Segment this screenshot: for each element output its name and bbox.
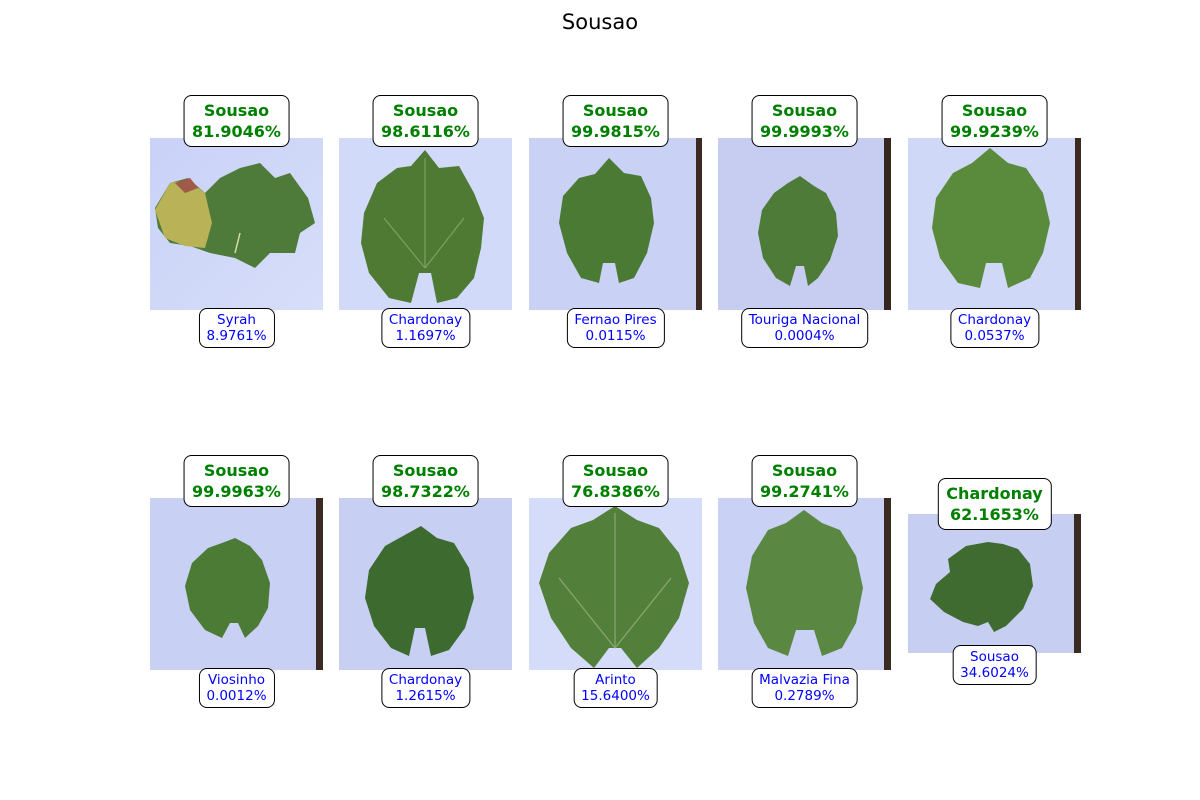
- prediction-class: Sousao: [392, 461, 459, 480]
- true-percent: 15.6400%: [581, 688, 650, 704]
- grape-leaf-icon: [339, 498, 512, 670]
- leaf-photo: [529, 138, 702, 310]
- leaf-photo: [150, 138, 323, 310]
- leaf-cell: Sousao 81.9046% Syrah 8.9761%: [150, 95, 323, 355]
- leaf-photo: [339, 498, 512, 670]
- leaf-cell: Sousao 98.7322% Chardonay 1.2615%: [339, 455, 512, 715]
- prediction-class: Chardonay: [946, 484, 1043, 503]
- prediction-label: Sousao 99.9993%: [751, 95, 858, 147]
- prediction-class: Sousao: [771, 101, 838, 120]
- prediction-label: Sousao 99.9815%: [562, 95, 669, 147]
- grape-leaf-icon: [718, 498, 891, 670]
- grape-leaf-icon: [529, 138, 702, 310]
- leaf-photo: [718, 138, 891, 310]
- prediction-percent: 62.1653%: [950, 505, 1039, 524]
- prediction-label: Sousao 99.2741%: [751, 455, 858, 507]
- prediction-label: Chardonay 62.1653%: [937, 478, 1052, 530]
- grape-leaf-icon: [150, 138, 323, 310]
- prediction-label: Sousao 81.9046%: [183, 95, 290, 147]
- true-percent: 0.0004%: [774, 328, 835, 344]
- true-percent: 0.0115%: [585, 328, 646, 344]
- leaf-photo: [150, 498, 323, 670]
- true-class: Arinto: [595, 672, 636, 688]
- prediction-class: Sousao: [771, 461, 838, 480]
- prediction-class: Sousao: [961, 101, 1028, 120]
- true-class: Chardonay: [388, 312, 463, 328]
- prediction-percent: 99.9963%: [192, 482, 281, 501]
- prediction-percent: 99.2741%: [760, 482, 849, 501]
- grape-leaf-icon: [908, 138, 1081, 310]
- prediction-class: Sousao: [392, 101, 459, 120]
- true-percent: 0.0537%: [964, 328, 1025, 344]
- true-class: Sousao: [970, 649, 1019, 665]
- leaf-cell: Sousao 99.2741% Malvazia Fina 0.2789%: [718, 455, 891, 715]
- grape-leaf-icon: [339, 138, 512, 310]
- grape-leaf-icon: [529, 498, 702, 670]
- prediction-percent: 98.6116%: [381, 122, 470, 141]
- leaf-photo: [339, 138, 512, 310]
- true-percent: 8.9761%: [206, 328, 267, 344]
- prediction-label: Sousao 99.9963%: [183, 455, 290, 507]
- prediction-percent: 99.9993%: [760, 122, 849, 141]
- leaf-photo: [718, 498, 891, 670]
- leaf-cell: Chardonay 62.1653% Sousao 34.6024%: [908, 478, 1081, 718]
- true-class: Fernao Pires: [574, 312, 657, 328]
- true-label: Syrah 8.9761%: [198, 308, 275, 348]
- leaf-photo: [908, 138, 1081, 310]
- prediction-percent: 99.9239%: [950, 122, 1039, 141]
- true-class: Syrah: [217, 312, 256, 328]
- leaf-cell: Sousao 99.9239% Chardonay 0.0537%: [908, 95, 1081, 355]
- true-percent: 1.1697%: [395, 328, 456, 344]
- leaf-photo: [529, 498, 702, 670]
- grape-leaf-icon: [150, 498, 323, 670]
- figure-title: Sousao: [561, 10, 639, 34]
- leaf-cell: Sousao 99.9993% Touriga Nacional 0.0004%: [718, 95, 891, 355]
- true-label: Sousao 34.6024%: [952, 645, 1037, 685]
- true-class: Touriga Nacional: [748, 312, 861, 328]
- prediction-class: Sousao: [582, 461, 649, 480]
- true-label: Malvazia Fina 0.2789%: [751, 668, 858, 708]
- leaf-cell: Sousao 99.9815% Fernao Pires 0.0115%: [529, 95, 702, 355]
- true-class: Chardonay: [388, 672, 463, 688]
- true-percent: 34.6024%: [960, 665, 1029, 681]
- true-label: Viosinho 0.0012%: [198, 668, 275, 708]
- leaf-photo: [908, 514, 1081, 653]
- prediction-percent: 81.9046%: [192, 122, 281, 141]
- leaf-cell: Sousao 98.6116% Chardonay 1.1697%: [339, 95, 512, 355]
- prediction-percent: 99.9815%: [571, 122, 660, 141]
- prediction-label: Sousao 98.7322%: [372, 455, 479, 507]
- true-label: Chardonay 1.2615%: [380, 668, 471, 708]
- true-label: Arinto 15.6400%: [573, 668, 658, 708]
- prediction-class: Sousao: [203, 101, 270, 120]
- true-class: Viosinho: [207, 672, 266, 688]
- grape-leaf-icon: [908, 514, 1081, 653]
- grape-leaf-icon: [718, 138, 891, 310]
- true-percent: 1.2615%: [395, 688, 456, 704]
- prediction-label: Sousao 98.6116%: [372, 95, 479, 147]
- true-label: Chardonay 0.0537%: [949, 308, 1040, 348]
- leaf-cell: Sousao 76.8386% Arinto 15.6400%: [529, 455, 702, 715]
- true-percent: 0.2789%: [774, 688, 835, 704]
- true-label: Touriga Nacional 0.0004%: [740, 308, 869, 348]
- true-label: Fernao Pires 0.0115%: [566, 308, 665, 348]
- prediction-label: Sousao 99.9239%: [941, 95, 1048, 147]
- true-percent: 0.0012%: [206, 688, 267, 704]
- prediction-class: Sousao: [582, 101, 649, 120]
- leaf-cell: Sousao 99.9963% Viosinho 0.0012%: [150, 455, 323, 715]
- prediction-percent: 76.8386%: [571, 482, 660, 501]
- prediction-class: Sousao: [203, 461, 270, 480]
- prediction-percent: 98.7322%: [381, 482, 470, 501]
- true-class: Malvazia Fina: [759, 672, 850, 688]
- prediction-label: Sousao 76.8386%: [562, 455, 669, 507]
- true-label: Chardonay 1.1697%: [380, 308, 471, 348]
- true-class: Chardonay: [957, 312, 1032, 328]
